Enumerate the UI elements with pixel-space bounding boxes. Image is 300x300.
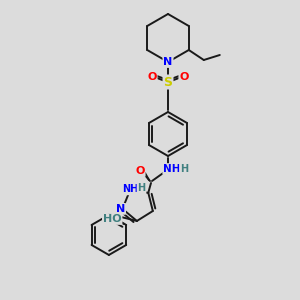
Text: O: O [147,72,157,82]
Text: S: S [164,76,172,88]
Text: N: N [116,204,125,214]
Text: N: N [164,57,172,67]
Text: NH: NH [122,184,139,194]
Text: HO: HO [103,214,122,224]
Text: H: H [180,164,188,174]
Text: H: H [137,183,146,194]
Text: O: O [135,166,145,176]
Text: O: O [179,72,189,82]
Text: NH: NH [163,164,181,174]
